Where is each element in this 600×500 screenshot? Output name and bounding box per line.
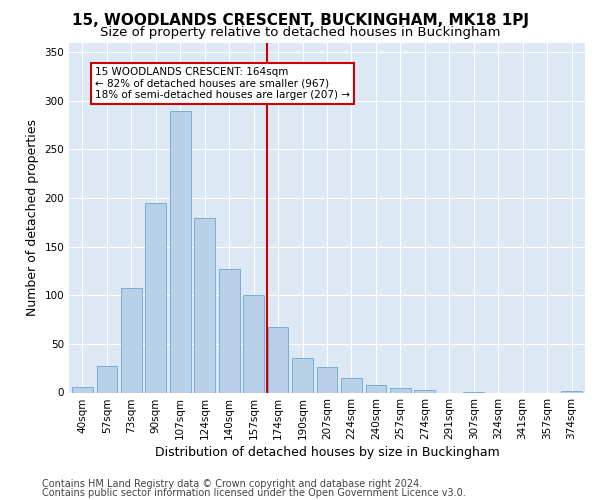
Bar	[121, 288, 142, 393]
Bar	[170, 110, 191, 392]
Bar	[145, 203, 166, 392]
Bar	[72, 386, 93, 392]
Text: Contains HM Land Registry data © Crown copyright and database right 2024.: Contains HM Land Registry data © Crown c…	[42, 479, 422, 489]
Bar	[317, 367, 337, 392]
Bar	[561, 390, 582, 392]
Text: 15 WOODLANDS CRESCENT: 164sqm
← 82% of detached houses are smaller (967)
18% of : 15 WOODLANDS CRESCENT: 164sqm ← 82% of d…	[95, 67, 350, 100]
Bar	[365, 384, 386, 392]
Bar	[415, 390, 435, 392]
Text: 15, WOODLANDS CRESCENT, BUCKINGHAM, MK18 1PJ: 15, WOODLANDS CRESCENT, BUCKINGHAM, MK18…	[71, 12, 529, 28]
X-axis label: Distribution of detached houses by size in Buckingham: Distribution of detached houses by size …	[155, 446, 499, 460]
Text: Contains public sector information licensed under the Open Government Licence v3: Contains public sector information licen…	[42, 488, 466, 498]
Bar	[268, 328, 289, 392]
Bar	[341, 378, 362, 392]
Y-axis label: Number of detached properties: Number of detached properties	[26, 119, 39, 316]
Bar	[390, 388, 411, 392]
Text: Size of property relative to detached houses in Buckingham: Size of property relative to detached ho…	[100, 26, 500, 39]
Bar	[97, 366, 117, 392]
Bar	[243, 296, 264, 392]
Bar	[194, 218, 215, 392]
Bar	[219, 269, 239, 392]
Bar	[292, 358, 313, 392]
